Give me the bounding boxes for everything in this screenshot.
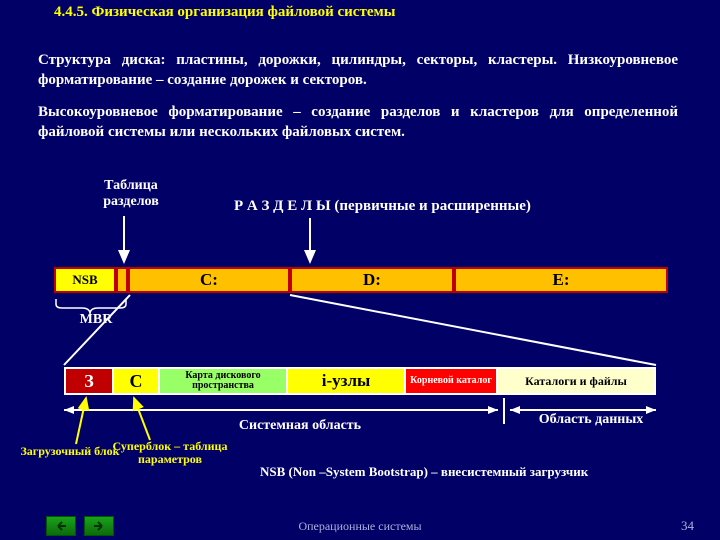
disk-bar: NSB C: D: E: bbox=[54, 267, 668, 293]
page-number: 34 bbox=[681, 518, 694, 534]
paragraph-2: Высокоуровневое форматирование – создани… bbox=[38, 102, 678, 143]
disk-nsb: NSB bbox=[54, 267, 116, 293]
detail-files: Каталоги и файлы bbox=[496, 369, 654, 393]
label-partition-table: Таблица разделов bbox=[86, 178, 176, 210]
detail-root: Корневой каталог bbox=[404, 369, 496, 393]
disk-part-e: E: bbox=[454, 267, 668, 293]
label-data-area: Область данных bbox=[536, 412, 646, 427]
slide-title: 4.4.5. Физическая организация файловой с… bbox=[54, 4, 395, 21]
label-partitions-header: Р А З Д Е Л Ы (первичные и расширенные) bbox=[234, 198, 664, 215]
detail-bar: З С Карта дискового пространства i-узлы … bbox=[64, 367, 656, 395]
detail-boot: З bbox=[66, 369, 112, 393]
label-boot-block: Загрузочный блок bbox=[20, 445, 120, 458]
disk-gap bbox=[116, 267, 128, 293]
detail-inodes: i-узлы bbox=[286, 369, 404, 393]
label-nsb-note: NSB (Non –System Bootstrap) – внесистемн… bbox=[260, 464, 670, 480]
disk-part-d: D: bbox=[290, 267, 454, 293]
disk-part-c: C: bbox=[128, 267, 290, 293]
footer-text: Операционные системы bbox=[0, 519, 720, 534]
label-system-area: Системная область bbox=[200, 418, 400, 434]
detail-superblock: С bbox=[112, 369, 158, 393]
label-superblock: Суперблок – таблица параметров bbox=[110, 440, 230, 466]
label-mbr: MBR bbox=[66, 312, 126, 328]
paragraph-1: Структура диска: пластины, дорожки, цили… bbox=[38, 50, 678, 91]
detail-disk-map: Карта дискового пространства bbox=[158, 369, 286, 393]
